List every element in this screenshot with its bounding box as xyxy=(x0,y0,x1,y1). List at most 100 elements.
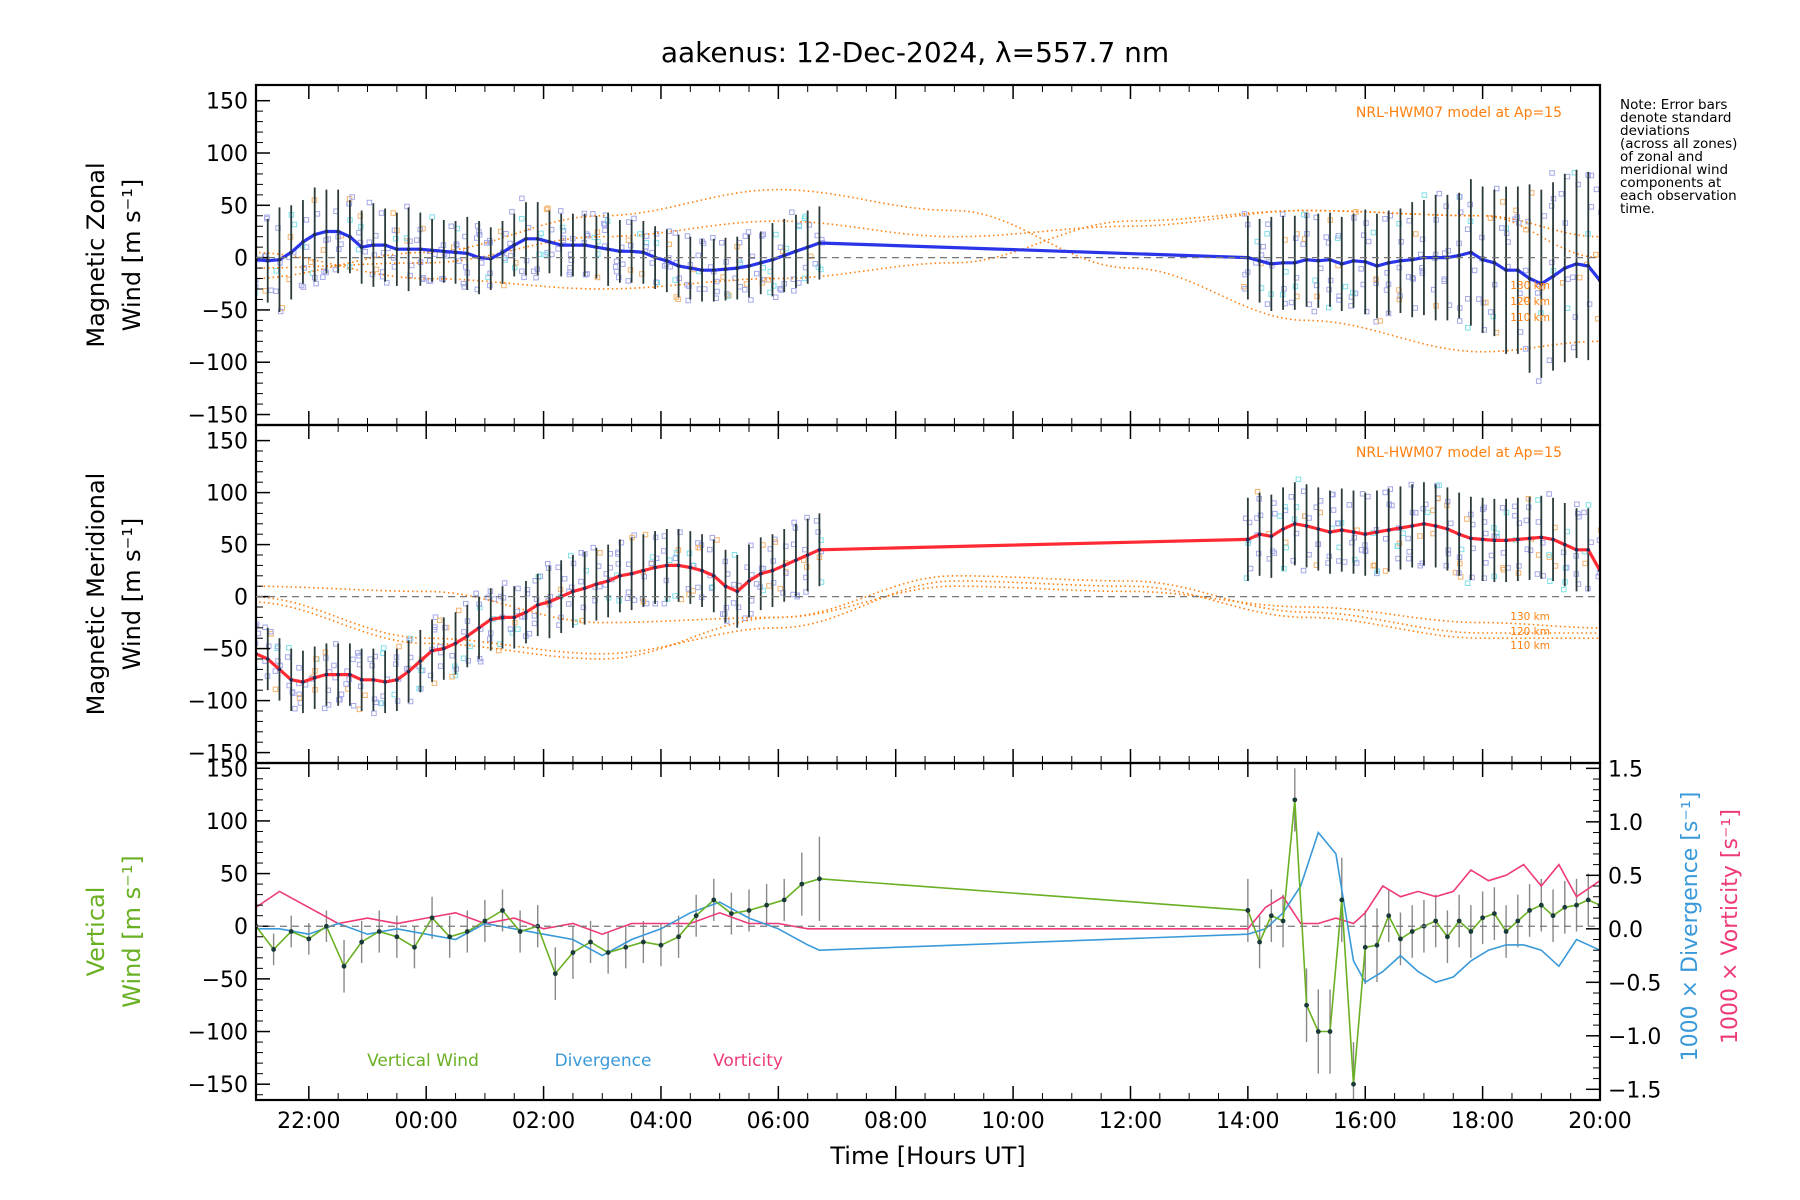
sample-marker xyxy=(643,233,650,239)
data-point xyxy=(442,249,446,254)
sample-marker xyxy=(1288,494,1295,500)
sample-marker xyxy=(404,203,410,210)
data-point xyxy=(817,876,822,882)
sample-marker xyxy=(1546,357,1553,364)
sample-marker xyxy=(473,590,479,597)
sample-marker xyxy=(1335,233,1342,239)
sample-marker xyxy=(362,248,368,255)
data-point xyxy=(430,648,434,653)
sample-marker xyxy=(672,593,678,599)
sample-marker xyxy=(592,597,598,604)
sample-marker xyxy=(1572,314,1579,320)
data-point xyxy=(605,950,611,955)
sample-marker xyxy=(653,240,660,246)
data-point xyxy=(1468,929,1474,934)
sample-marker xyxy=(613,258,620,265)
altitude-label: 130 km xyxy=(1510,611,1550,623)
sample-marker xyxy=(1353,209,1359,215)
data-point xyxy=(735,589,740,594)
sample-marker xyxy=(616,274,622,281)
data-point xyxy=(1268,913,1274,919)
data-point xyxy=(1574,262,1579,266)
data-point xyxy=(782,563,787,568)
sample-marker xyxy=(1419,236,1426,243)
data-point xyxy=(265,258,270,263)
sample-marker xyxy=(449,652,455,659)
sample-marker xyxy=(272,668,279,674)
note-line: meridional wind xyxy=(1620,162,1728,178)
data-point xyxy=(559,243,563,247)
sample-marker xyxy=(578,549,585,556)
sample-marker xyxy=(1373,318,1379,325)
altitude-label: 120 km xyxy=(1510,626,1550,638)
sample-marker xyxy=(291,221,298,228)
sample-marker xyxy=(1516,563,1522,569)
sample-marker xyxy=(436,617,443,624)
data-point xyxy=(1457,253,1461,258)
sample-marker xyxy=(1586,301,1593,307)
data-point xyxy=(606,247,610,252)
data-point xyxy=(453,641,458,646)
sample-marker xyxy=(1277,513,1283,519)
data-point xyxy=(288,929,294,934)
data-point xyxy=(588,939,593,945)
sample-marker xyxy=(272,686,279,693)
data-point xyxy=(1574,548,1579,552)
x-tick-label: 10:00 xyxy=(981,1109,1044,1134)
data-point xyxy=(764,902,770,908)
sample-marker xyxy=(442,624,448,631)
data-point xyxy=(1328,257,1332,262)
sample-marker xyxy=(643,239,650,246)
data-point xyxy=(1398,526,1403,530)
sample-marker xyxy=(296,665,302,671)
data-point xyxy=(1257,939,1262,945)
data-point xyxy=(817,548,822,552)
data-point xyxy=(289,678,294,682)
sample-marker xyxy=(812,261,818,267)
sample-marker xyxy=(1549,259,1555,266)
y-tick-label: 150 xyxy=(206,90,248,115)
note-line: of zonal and xyxy=(1620,149,1703,165)
sample-marker xyxy=(273,288,279,294)
data-point xyxy=(271,947,277,952)
sample-marker xyxy=(449,673,455,680)
data-point xyxy=(359,678,364,682)
data-point xyxy=(1516,268,1520,272)
data-point xyxy=(1457,532,1461,536)
sample-marker xyxy=(296,695,303,701)
data-point xyxy=(1386,913,1392,919)
sample-marker xyxy=(396,643,402,650)
data-point xyxy=(1539,281,1544,286)
sample-marker xyxy=(519,195,525,202)
data-point xyxy=(1551,274,1555,279)
sample-marker xyxy=(414,237,420,243)
data-point xyxy=(658,942,664,948)
sample-marker xyxy=(1288,299,1295,306)
sample-marker xyxy=(1581,509,1587,516)
data-point xyxy=(799,881,805,887)
sample-marker xyxy=(1549,170,1555,176)
sample-marker xyxy=(1417,562,1424,569)
sample-marker xyxy=(301,265,307,271)
data-point xyxy=(312,675,317,680)
data-point xyxy=(1492,261,1497,265)
data-point xyxy=(395,678,399,682)
data-point xyxy=(1538,902,1544,908)
data-point xyxy=(582,243,587,247)
y-right-tick-label: 1.0 xyxy=(1608,811,1643,836)
sample-marker xyxy=(777,285,783,292)
data-point xyxy=(1363,260,1368,264)
sample-marker xyxy=(801,275,808,282)
sample-marker xyxy=(773,231,779,238)
data-point xyxy=(547,240,552,244)
y-right-axis-label-divergence: 1000 × Divergence [s⁻¹] xyxy=(1678,792,1703,1062)
sample-marker xyxy=(641,573,648,580)
note-line: deviations xyxy=(1620,123,1690,139)
sample-marker xyxy=(1300,241,1306,247)
data-point xyxy=(512,243,517,247)
data-point xyxy=(418,659,423,663)
data-point xyxy=(301,240,305,244)
sample-marker xyxy=(1264,231,1270,237)
data-point xyxy=(653,565,657,570)
